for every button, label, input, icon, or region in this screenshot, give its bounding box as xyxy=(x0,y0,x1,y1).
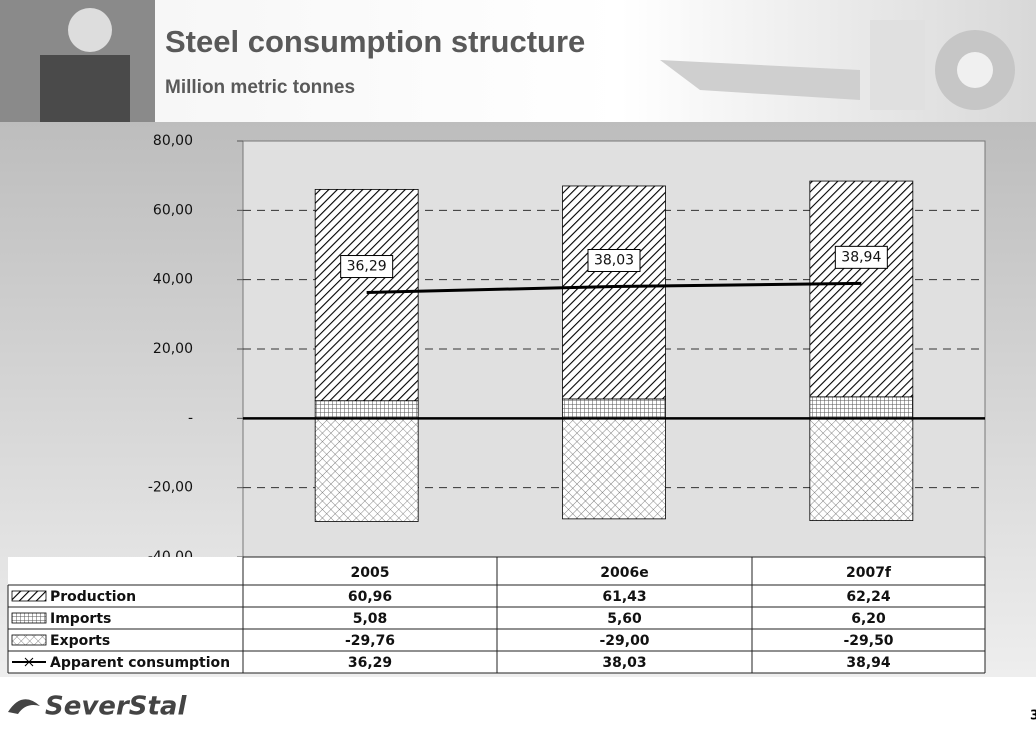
legend-label: Exports xyxy=(50,633,110,649)
table-value: 60,96 xyxy=(348,589,392,605)
pipes-image xyxy=(660,20,1015,110)
table-value: 6,20 xyxy=(851,611,886,627)
table-value: -29,76 xyxy=(345,633,395,649)
page-number: 3 xyxy=(1030,709,1036,724)
legend-label: Imports xyxy=(50,611,111,627)
y-tick-label: 40,00 xyxy=(153,272,193,288)
title: Steel consumption structure xyxy=(165,24,585,59)
data-label-box xyxy=(587,248,641,272)
bar xyxy=(314,188,419,402)
y-tick-label: 20,00 xyxy=(153,341,193,357)
bar xyxy=(809,180,914,398)
bar xyxy=(809,396,914,419)
table-header: 2005 xyxy=(351,565,390,581)
y-tick-label: 60,00 xyxy=(153,202,193,218)
table-value: 5,60 xyxy=(607,611,642,627)
data-label: 36,29 xyxy=(347,259,387,275)
table-value: 38,94 xyxy=(846,655,891,671)
bar xyxy=(314,417,419,522)
subtitle: Million metric tonnes xyxy=(165,77,355,98)
legend-label: Apparent consumption xyxy=(50,655,230,671)
table-value: 36,29 xyxy=(348,655,392,671)
bar xyxy=(314,400,419,419)
y-tick-label: - xyxy=(188,410,193,426)
legend-label: Production xyxy=(50,589,136,605)
y-tick-label: -20,00 xyxy=(148,480,193,496)
y-tick-label: 80,00 xyxy=(153,133,193,149)
table-value: -29,50 xyxy=(843,633,893,649)
table-header: 2006e xyxy=(600,565,648,581)
header-band xyxy=(0,0,1036,122)
line-series xyxy=(366,281,862,295)
bar xyxy=(562,398,666,419)
table-value: 38,03 xyxy=(602,655,646,671)
table-value: 5,08 xyxy=(353,611,388,627)
data-label: 38,94 xyxy=(841,249,881,265)
table-value: 62,24 xyxy=(846,589,891,605)
bar xyxy=(562,417,666,520)
data-label-box xyxy=(340,255,394,279)
bar xyxy=(809,417,914,522)
data-label: 38,03 xyxy=(594,252,634,268)
bar xyxy=(562,185,666,400)
table-value: 61,43 xyxy=(602,589,646,605)
legend-swatch xyxy=(11,590,47,602)
table-header: 2007f xyxy=(846,565,892,581)
legend-marker xyxy=(24,657,34,667)
logo: SeverStal xyxy=(45,692,187,722)
helmet xyxy=(68,8,112,52)
data-label-box xyxy=(834,245,888,269)
legend-swatch xyxy=(11,612,47,624)
table-value: -29,00 xyxy=(599,633,649,649)
legend-swatch xyxy=(11,634,47,646)
logo-icon xyxy=(8,699,40,714)
worker xyxy=(40,55,130,122)
